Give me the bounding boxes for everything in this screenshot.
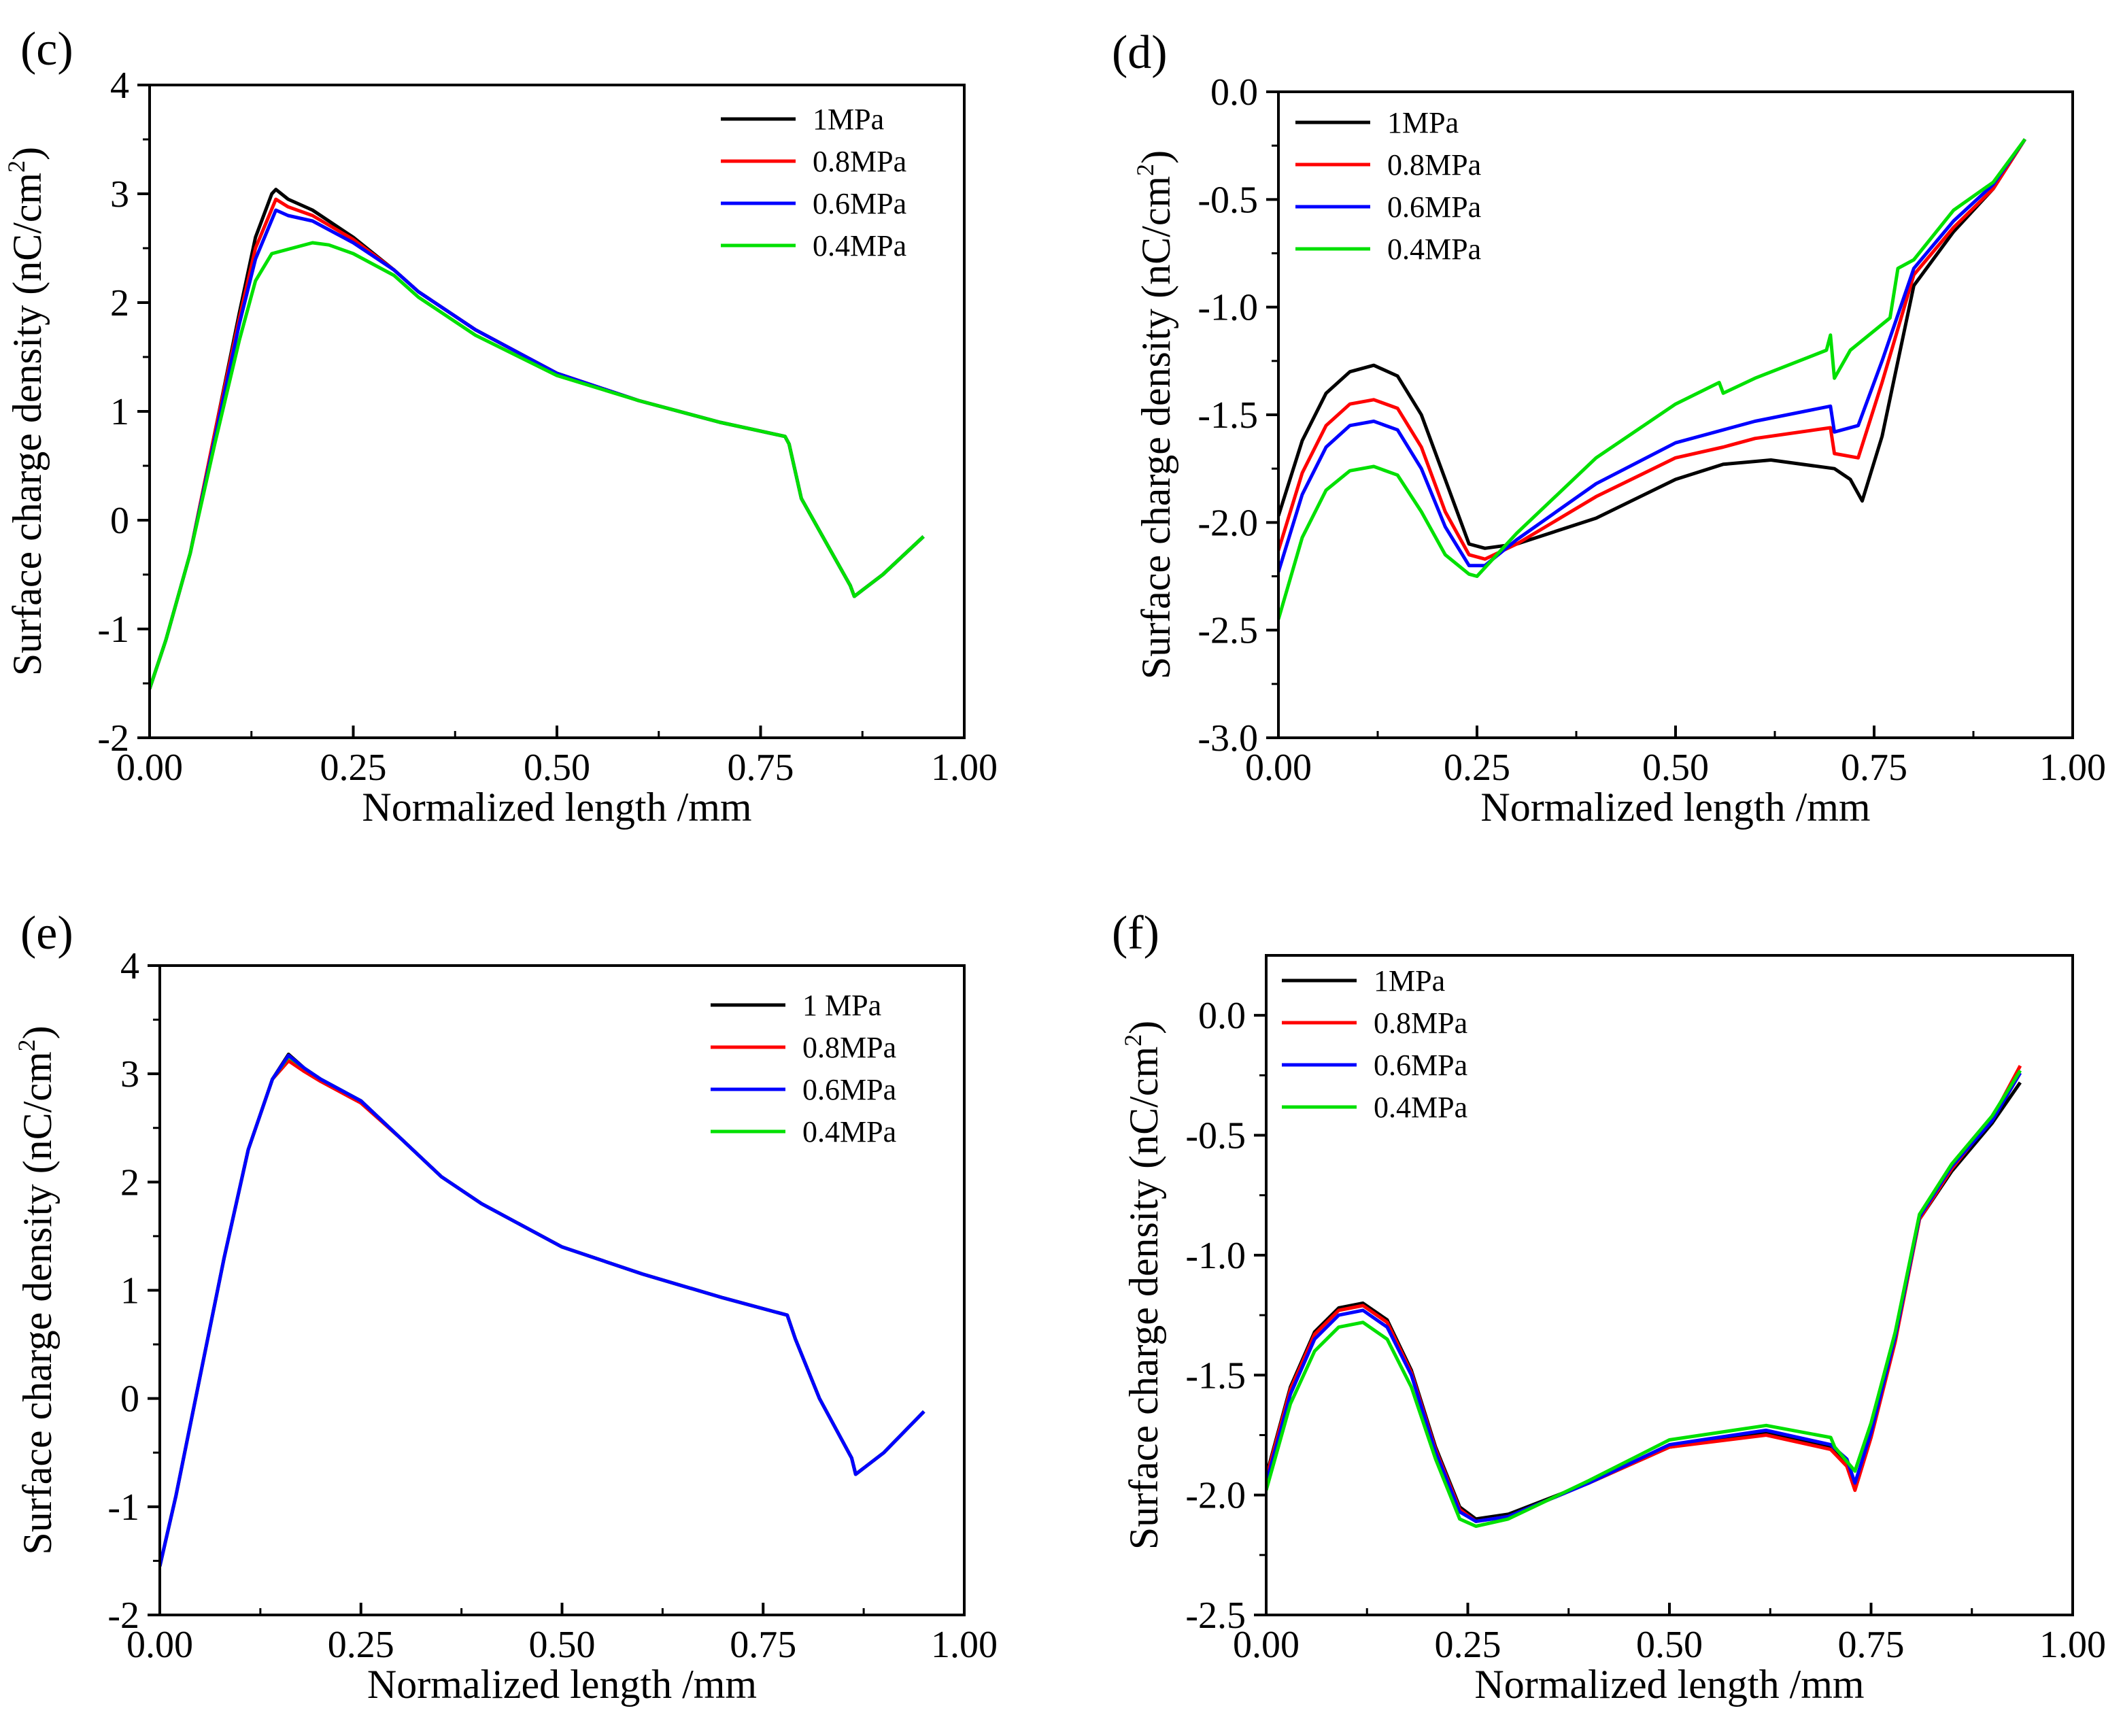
y-tick-label: -2.0	[1198, 502, 1258, 544]
series-line-0-8MPa	[150, 197, 925, 690]
y-axis-title: Surface charge density (nC/cm2)	[1132, 150, 1178, 679]
x-tick-label: 0.25	[320, 747, 387, 789]
y-tick-label: -1	[107, 1486, 139, 1529]
chart-panel-2: (e) 0.00 0.25 0.50 0.75 1.00 -2 -1 0 1 2 3 4 Normaliz…	[13, 907, 998, 1707]
series-line-0-6MPa	[160, 1053, 925, 1567]
y-axis-title: Surface charge density (nC/cm2)	[3, 147, 50, 676]
y-tick-label: 0.0	[1210, 71, 1258, 114]
x-tick-label: 0.25	[328, 1624, 394, 1666]
series-line-1MPa	[1278, 138, 2027, 550]
x-axis-title: Normalized length /mm	[1474, 1662, 1864, 1707]
series-line-0-8MPa	[1278, 138, 2027, 561]
panel-label: (f)	[1112, 907, 1159, 959]
x-tick-label: 0.00	[1233, 1624, 1300, 1666]
y-tick-label: -2	[107, 1595, 139, 1637]
y-tick-label: 0	[120, 1378, 139, 1420]
legend-label: 0.6MPa	[813, 187, 906, 220]
x-tick-label: 0.75	[1841, 747, 1907, 789]
legend-label: 0.4MPa	[1374, 1091, 1467, 1124]
x-tick-label: 0.50	[1636, 1624, 1703, 1666]
y-tick-label: 1	[110, 391, 129, 433]
y-tick-label: -1.0	[1185, 1235, 1246, 1277]
x-tick-label: 1.00	[2039, 1624, 2106, 1666]
series-line-0-6MPa	[150, 208, 925, 690]
y-tick-label: -1.5	[1198, 394, 1258, 437]
y-tick-label: -0.5	[1198, 179, 1258, 221]
x-tick-label: 0.00	[1245, 747, 1312, 789]
x-tick-label: 1.00	[931, 747, 998, 789]
panel-label: (c)	[20, 23, 73, 75]
y-tick-label: -2.5	[1185, 1595, 1246, 1637]
panel-label: (d)	[1112, 27, 1168, 79]
legend-label: 1MPa	[1374, 964, 1445, 998]
x-tick-label: 0.75	[1838, 1624, 1905, 1666]
x-tick-label: 1.00	[931, 1624, 998, 1666]
x-tick-label: 0.50	[529, 1624, 596, 1666]
y-tick-label: -1.0	[1198, 287, 1258, 329]
y-tick-label: 2	[110, 282, 129, 324]
series-line-0-6MPa	[1278, 138, 2026, 573]
x-tick-label: 0.25	[1444, 747, 1510, 789]
x-tick-label: 1.00	[2039, 747, 2106, 789]
x-tick-label: 0.50	[524, 747, 590, 789]
y-tick-label: -1	[97, 609, 129, 651]
y-tick-label: 4	[120, 945, 139, 987]
x-axis-title: Normalized length /mm	[367, 1662, 757, 1707]
plot-frame	[1277, 90, 2074, 739]
legend-label: 0.8MPa	[802, 1031, 896, 1064]
y-tick-label: 3	[120, 1053, 139, 1095]
y-tick-label: 3	[110, 173, 129, 216]
chart-panel-0: (c) 0.00 0.25 0.50 0.75 1.00 -2 -1 0 1 2 3 4 Normaliz…	[3, 23, 998, 830]
chart-panel-3: (f) 0.00 0.25 0.50 0.75 1.00 -2.5 -2.0 -1.5 -1.0 -…	[1112, 907, 2106, 1707]
plot-frame	[148, 84, 966, 739]
series-line-0-4MPa	[150, 241, 925, 690]
y-tick-label: -2.5	[1198, 610, 1258, 652]
legend-label: 0.8MPa	[1387, 148, 1481, 182]
legend-label: 0.6MPa	[1374, 1049, 1467, 1082]
x-tick-label: 0.75	[730, 1624, 796, 1666]
x-tick-label: 0.00	[126, 1624, 193, 1666]
legend-label: 0.8MPa	[813, 145, 906, 178]
y-tick-label: 4	[110, 65, 129, 107]
legend-label: 0.6MPa	[1387, 190, 1481, 224]
x-tick-label: 0.00	[116, 747, 183, 789]
y-tick-label: -2.0	[1185, 1475, 1246, 1517]
y-tick-label: -1.5	[1185, 1355, 1246, 1397]
y-tick-label: -2	[97, 717, 129, 760]
legend-label: 0.6MPa	[802, 1073, 896, 1106]
legend-label: 1 MPa	[802, 989, 881, 1022]
y-axis-title: Surface charge density (nC/cm2)	[13, 1025, 60, 1554]
y-axis-title: Surface charge density (nC/cm2)	[1119, 1021, 1166, 1550]
legend-label: 0.8MPa	[1374, 1006, 1467, 1040]
x-axis-title: Normalized length /mm	[362, 785, 751, 830]
panel-label: (e)	[20, 907, 73, 959]
y-tick-label: -3.0	[1198, 717, 1258, 760]
x-tick-label: 0.50	[1642, 747, 1709, 789]
x-axis-title: Normalized length /mm	[1480, 785, 1870, 830]
y-tick-label: -0.5	[1185, 1115, 1246, 1157]
legend-label: 0.4MPa	[1387, 233, 1481, 266]
legend-label: 1MPa	[813, 103, 884, 136]
chart-panel-1: (d) 0.00 0.25 0.50 0.75 1.00 -3.0 -2.5 -2.0 -1.5 -…	[1112, 27, 2106, 830]
legend-label: 1MPa	[1387, 106, 1459, 139]
y-tick-label: 1	[120, 1270, 139, 1312]
legend-label: 0.4MPa	[813, 229, 906, 262]
legend-label: 0.4MPa	[802, 1115, 896, 1148]
y-tick-label: 0.0	[1198, 995, 1246, 1037]
y-tick-label: 2	[120, 1161, 139, 1204]
x-tick-label: 0.25	[1435, 1624, 1501, 1666]
series-line-0-4MPa	[1278, 138, 2026, 620]
series-line-0-4MPa	[1266, 1069, 2022, 1528]
y-tick-label: 0	[110, 500, 129, 542]
x-tick-label: 0.75	[728, 747, 794, 789]
